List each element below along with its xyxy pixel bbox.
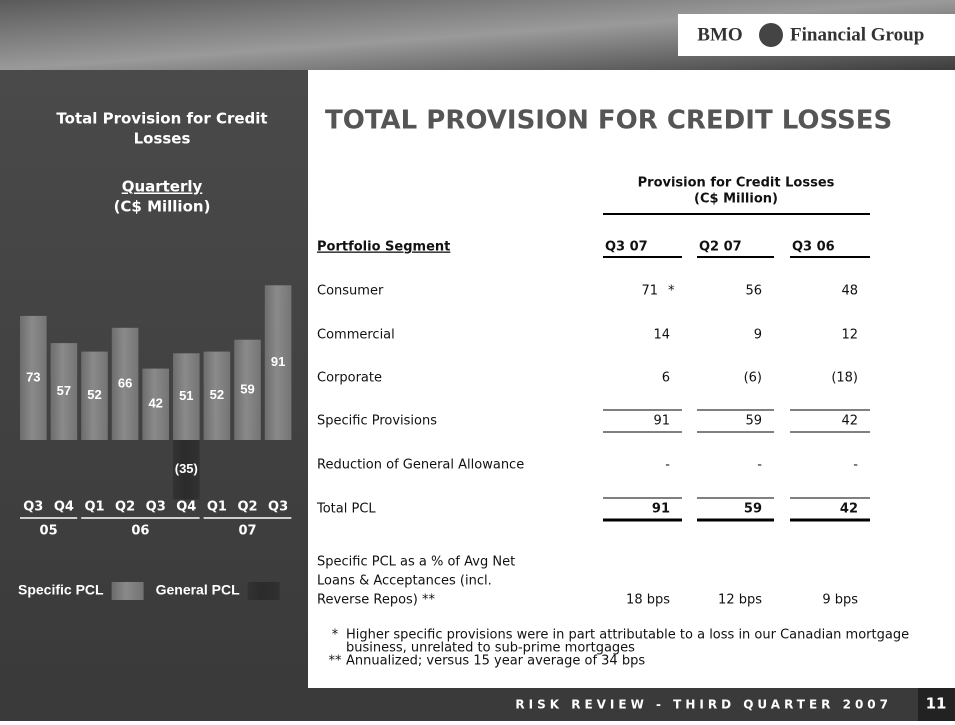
data-label: 66: [118, 375, 132, 390]
group-label: 06: [131, 524, 149, 539]
cell: 59: [745, 414, 762, 429]
cell: 59: [744, 502, 762, 517]
cell: 42: [841, 414, 858, 429]
data-label: 42: [148, 396, 162, 411]
x-tick-label: Q2: [115, 500, 135, 515]
x-tick-label: Q2: [237, 500, 257, 515]
cell: 91: [652, 502, 670, 517]
row-label: Specific PCL as a % of Avg Net: [317, 555, 515, 570]
x-tick-label: Q4: [54, 500, 74, 515]
legend-swatch: [112, 582, 144, 600]
page-number: 11: [926, 695, 947, 713]
footer-text: RISK REVIEW - THIRD QUARTER 2007: [515, 698, 892, 712]
legend-label: Specific PCL: [18, 582, 104, 598]
legend-swatch: [248, 582, 280, 600]
main-title: TOTAL PROVISION FOR CREDIT LOSSES: [325, 106, 892, 136]
x-tick-label: Q3: [23, 500, 43, 515]
cell: (6): [744, 371, 762, 386]
cell: 6: [662, 371, 670, 386]
x-tick-label: Q3: [146, 500, 166, 515]
cell: 18 bps: [626, 593, 670, 608]
row-label: Loans & Acceptances (incl.: [317, 574, 492, 589]
data-label: 52: [210, 387, 224, 402]
data-label: 91: [271, 354, 285, 369]
x-tick-label: Q1: [84, 500, 104, 515]
column-header: Q3 06: [792, 240, 835, 255]
x-tick-label: Q3: [268, 500, 288, 515]
sidebar-title: Total Provision for Credit: [56, 110, 267, 128]
cell: 12 bps: [718, 593, 762, 608]
column-header: Q2 07: [699, 240, 742, 255]
cell: 14: [653, 328, 670, 343]
cell: -: [757, 458, 762, 473]
cell: (18): [831, 371, 858, 386]
row-label: Reduction of General Allowance: [317, 458, 524, 473]
group-label: 07: [238, 524, 256, 539]
row-label: Corporate: [317, 371, 382, 386]
table-super-header: (C$ Million): [694, 192, 778, 207]
row-label: Total PCL: [316, 502, 376, 517]
cell: 42: [840, 502, 858, 517]
cell: -: [665, 458, 670, 473]
footnote: Annualized; versus 15 year average of 34…: [346, 654, 645, 669]
cell: 9 bps: [822, 593, 858, 608]
row-label: Specific Provisions: [317, 414, 437, 429]
row-label: Consumer: [317, 284, 384, 299]
cell: 12: [841, 328, 858, 343]
data-label: 52: [87, 387, 101, 402]
x-tick-label: Q4: [176, 500, 196, 515]
group-label: 05: [40, 524, 58, 539]
row-label: Commercial: [317, 328, 395, 343]
cell: 48: [841, 284, 858, 299]
sidebar-period: Quarterly: [122, 178, 203, 196]
column-header: Q3 07: [605, 240, 648, 255]
footnote-mark: *: [332, 628, 339, 643]
data-label: 59: [240, 381, 254, 396]
data-label: 57: [57, 383, 71, 398]
table-super-header: Provision for Credit Losses: [638, 176, 835, 191]
brand: BMO: [697, 24, 742, 45]
legend-label: General PCL: [156, 582, 240, 598]
brand: Financial Group: [790, 24, 924, 45]
cell: 71: [641, 284, 658, 299]
x-tick-label: Q1: [207, 500, 227, 515]
slide: BMO Financial Group Total Provision for …: [0, 0, 955, 721]
sidebar-unit: (C$ Million): [114, 198, 211, 216]
data-label: 73: [26, 369, 40, 384]
column-header: Portfolio Segment: [317, 240, 450, 255]
note-mark: *: [668, 284, 675, 299]
row-label: Reverse Repos) **: [317, 593, 436, 608]
cell: -: [853, 458, 858, 473]
cell: 9: [754, 328, 762, 343]
sidebar-title: Losses: [134, 130, 191, 148]
data-label: 51: [179, 388, 193, 403]
footnote-mark: **: [329, 654, 343, 669]
cell: 91: [653, 414, 670, 429]
data-label: (35): [175, 461, 198, 476]
cell: 56: [745, 284, 762, 299]
logo-icon: [759, 23, 783, 47]
